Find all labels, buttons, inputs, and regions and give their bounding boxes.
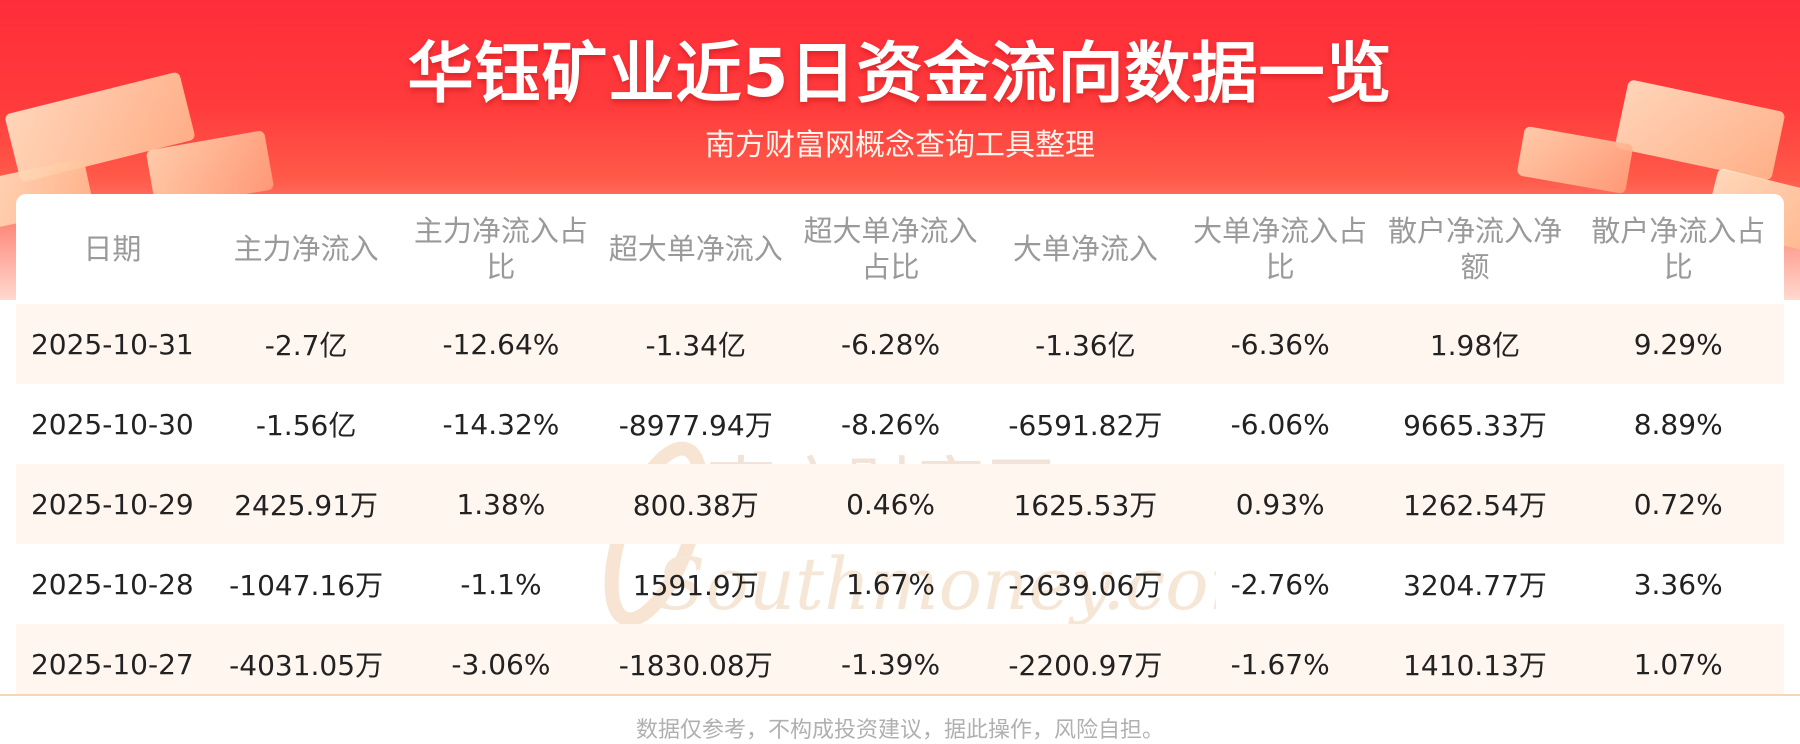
- cell-retail-net-inflow: 1262.54万: [1377, 464, 1573, 544]
- column-header-main-net-inflow-ratio: 主力净流入占比: [413, 214, 588, 284]
- cell-main-net-inflow: -1.56亿: [255, 409, 357, 442]
- cell-super-large-net-inflow: -1830.08万: [598, 624, 794, 694]
- cell-super-large-net-inflow: -1.34亿: [598, 304, 794, 384]
- cell-super-large-net-inflow-ratio: -8.26%: [841, 407, 941, 441]
- table-row: 2025-10-30 -1.56亿 -14.32% -8977.94万 -8.2…: [16, 384, 1784, 464]
- cell-retail-net-inflow: 3204.77万: [1403, 569, 1547, 602]
- table-header-row: 日期 主力净流入 主力净流入占比 超大单净流入 超大单净流入占比 大单净流入 大…: [16, 194, 1784, 304]
- cell-date: 2025-10-27: [16, 624, 209, 694]
- column-header-date: 日期: [83, 232, 142, 266]
- page-subtitle: 南方财富网概念查询工具整理: [705, 128, 1095, 163]
- cell-retail-net-inflow-ratio: 1.07%: [1572, 624, 1784, 694]
- data-card: 南方财富网 Southmoney.com 日期 主力净流入 主力净流入占比 超大…: [16, 194, 1784, 694]
- cell-large-net-inflow-ratio: 0.93%: [1182, 464, 1378, 544]
- fund-flow-table: 日期 主力净流入 主力净流入占比 超大单净流入 超大单净流入占比 大单净流入 大…: [16, 194, 1784, 694]
- table-row: 2025-10-27 -4031.05万 -3.06% -1830.08万 -1…: [16, 624, 1784, 694]
- cell-super-large-net-inflow: -8977.94万: [618, 409, 773, 442]
- cell-large-net-inflow-ratio: -1.67%: [1182, 624, 1378, 694]
- cell-super-large-net-inflow: 1591.9万: [632, 569, 759, 602]
- column-header-super-large-net-inflow: 超大单净流入: [608, 232, 783, 266]
- column-header-main-net-inflow: 主力净流入: [233, 232, 379, 266]
- cell-large-net-inflow: -2200.97万: [987, 624, 1183, 694]
- cell-super-large-net-inflow-ratio: 0.46%: [793, 464, 988, 544]
- cell-super-large-net-inflow-ratio: 1.67%: [846, 567, 936, 601]
- cell-date: 2025-10-31: [16, 304, 209, 384]
- cell-main-net-inflow-ratio: 1.38%: [403, 464, 599, 544]
- divider: [0, 694, 1800, 696]
- cell-main-net-inflow-ratio: -14.32%: [442, 407, 560, 441]
- cell-main-net-inflow-ratio: -12.64%: [403, 304, 599, 384]
- cell-large-net-inflow-ratio: -6.36%: [1182, 304, 1378, 384]
- cell-large-net-inflow-ratio: -6.06%: [1230, 407, 1330, 441]
- cell-super-large-net-inflow: 800.38万: [598, 464, 794, 544]
- cell-date: 2025-10-28: [30, 567, 194, 601]
- page-title: 华钰矿业近5日资金流向数据一览: [407, 35, 1393, 112]
- table-row: 2025-10-29 2425.91万 1.38% 800.38万 0.46% …: [16, 464, 1784, 544]
- cell-date: 2025-10-29: [16, 464, 209, 544]
- column-header-large-net-inflow-ratio: 大单净流入占比: [1193, 214, 1368, 284]
- cell-main-net-inflow: -2.7亿: [208, 304, 404, 384]
- disclaimer-text: 数据仅参考，不构成投资建议，据此操作，风险自担。: [635, 718, 1164, 743]
- cell-retail-net-inflow-ratio: 0.72%: [1572, 464, 1784, 544]
- cell-large-net-inflow: -2639.06万: [1008, 569, 1163, 602]
- column-header-super-large-net-inflow-ratio: 超大单净流入占比: [803, 214, 978, 284]
- cell-main-net-inflow-ratio: -3.06%: [403, 624, 599, 694]
- column-header-retail-net-inflow-ratio: 散户净流入占比: [1591, 214, 1766, 284]
- cell-large-net-inflow: -6591.82万: [1008, 409, 1163, 442]
- cell-main-net-inflow-ratio: -1.1%: [460, 567, 542, 601]
- cell-retail-net-inflow-ratio: 3.36%: [1633, 567, 1723, 601]
- cell-retail-net-inflow-ratio: 9.29%: [1572, 304, 1784, 384]
- cell-large-net-inflow: 1625.53万: [987, 464, 1183, 544]
- cell-main-net-inflow: -4031.05万: [208, 624, 404, 694]
- table-row: 2025-10-31 -2.7亿 -12.64% -1.34亿 -6.28% -…: [16, 304, 1784, 384]
- column-header-large-net-inflow: 大单净流入: [1012, 232, 1158, 266]
- cell-retail-net-inflow: 1.98亿: [1377, 304, 1573, 384]
- column-header-retail-net-inflow: 散户净流入净额: [1387, 214, 1562, 284]
- cell-large-net-inflow: -1.36亿: [987, 304, 1183, 384]
- cell-retail-net-inflow-ratio: 8.89%: [1633, 407, 1723, 441]
- cell-date: 2025-10-30: [30, 407, 194, 441]
- cell-super-large-net-inflow-ratio: -1.39%: [793, 624, 988, 694]
- cell-main-net-inflow: -1047.16万: [229, 569, 384, 602]
- table-row: 2025-10-28 -1047.16万 -1.1% 1591.9万 1.67%…: [16, 544, 1784, 624]
- cell-main-net-inflow: 2425.91万: [208, 464, 404, 544]
- cell-retail-net-inflow: 9665.33万: [1403, 409, 1547, 442]
- cell-retail-net-inflow: 1410.13万: [1377, 624, 1573, 694]
- cell-large-net-inflow-ratio: -2.76%: [1230, 567, 1330, 601]
- cell-super-large-net-inflow-ratio: -6.28%: [793, 304, 988, 384]
